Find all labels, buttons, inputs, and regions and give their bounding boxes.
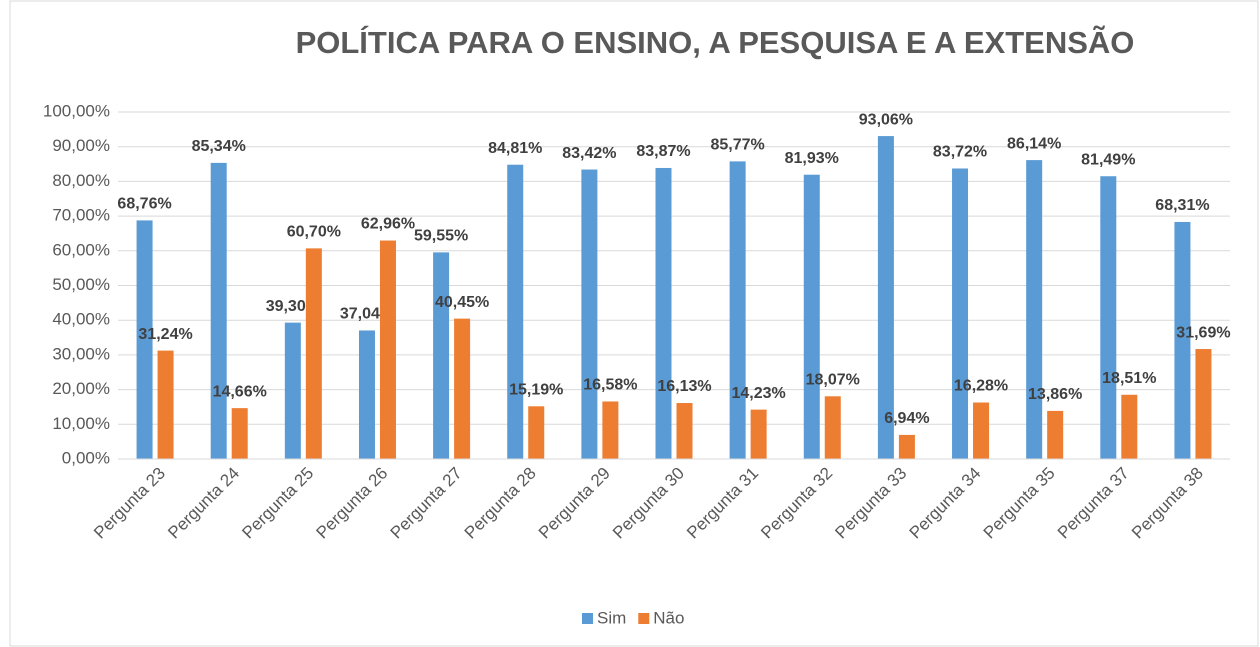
data-label: 68,31% xyxy=(1155,197,1209,214)
bar xyxy=(231,408,248,459)
data-label: 85,77% xyxy=(711,137,765,154)
data-label: 81,49% xyxy=(1081,151,1135,168)
data-label: 93,06% xyxy=(859,111,913,128)
bar xyxy=(305,248,322,459)
bar xyxy=(824,396,841,459)
bar xyxy=(750,409,767,459)
bar xyxy=(602,401,619,459)
bar xyxy=(1026,160,1043,460)
data-label: 62,96% xyxy=(361,216,415,233)
bar xyxy=(1100,176,1117,459)
bar xyxy=(136,220,153,459)
bar xyxy=(210,162,227,460)
y-tick-label: 30,00% xyxy=(52,344,110,363)
bar xyxy=(1047,410,1064,459)
y-tick-label: 0,00% xyxy=(62,448,110,467)
bar xyxy=(157,350,174,459)
bar xyxy=(952,168,969,460)
data-label: 83,87% xyxy=(636,143,690,160)
bar xyxy=(1174,221,1191,459)
data-label: 31,24% xyxy=(138,326,192,343)
bar xyxy=(877,136,894,460)
bar xyxy=(1195,349,1212,459)
legend-label: Não xyxy=(653,608,684,627)
data-label: 13,86% xyxy=(1028,386,1082,403)
bar xyxy=(1121,394,1138,459)
chart-title: POLÍTICA PARA O ENSINO, A PESQUISA E A E… xyxy=(296,25,1135,60)
bar xyxy=(581,169,598,459)
chart-frame xyxy=(9,0,1259,647)
y-tick-label: 60,00% xyxy=(52,240,110,259)
y-tick-label: 90,00% xyxy=(52,136,110,155)
bar xyxy=(454,318,471,459)
y-tick-label: 50,00% xyxy=(52,275,110,294)
y-tick-label: 40,00% xyxy=(52,310,110,329)
bar xyxy=(507,164,524,460)
bar xyxy=(358,330,375,459)
y-tick-label: 10,00% xyxy=(52,414,110,433)
data-label: 40,45% xyxy=(435,294,489,311)
data-label: 84,81% xyxy=(488,140,542,157)
data-label: 16,58% xyxy=(583,377,637,394)
bar xyxy=(729,161,746,459)
bar xyxy=(379,240,396,459)
y-tick-label: 70,00% xyxy=(52,206,110,225)
bar xyxy=(528,406,545,459)
data-label: 83,42% xyxy=(562,145,616,162)
legend-swatch xyxy=(582,613,593,624)
data-label: 31,69% xyxy=(1176,324,1230,341)
y-tick-label: 100,00% xyxy=(43,101,110,120)
data-label: 60,70% xyxy=(287,224,341,241)
data-label: 18,07% xyxy=(806,372,860,389)
y-tick-label: 20,00% xyxy=(52,379,110,398)
data-label: 16,13% xyxy=(657,378,711,395)
bar xyxy=(284,322,301,459)
bar xyxy=(898,434,915,459)
data-label: 18,51% xyxy=(1102,370,1156,387)
data-label: 59,55% xyxy=(414,228,468,245)
data-label: 14,66% xyxy=(213,383,267,400)
legend-label: Sim xyxy=(597,608,626,627)
data-label: 14,23% xyxy=(732,385,786,402)
data-label: 85,34% xyxy=(192,138,246,155)
data-label: 86,14% xyxy=(1007,135,1061,152)
data-label: 68,76% xyxy=(117,196,171,213)
bar xyxy=(655,167,672,459)
bar xyxy=(676,403,693,459)
data-label: 6,94% xyxy=(884,410,929,427)
bar xyxy=(973,402,990,459)
y-tick-label: 80,00% xyxy=(52,171,110,190)
bar xyxy=(803,174,820,460)
bar xyxy=(433,252,450,459)
data-label: 16,28% xyxy=(954,378,1008,395)
data-label: 81,93% xyxy=(785,150,839,167)
data-label: 83,72% xyxy=(933,144,987,161)
data-label: 15,19% xyxy=(509,382,563,399)
legend-swatch xyxy=(638,613,650,624)
